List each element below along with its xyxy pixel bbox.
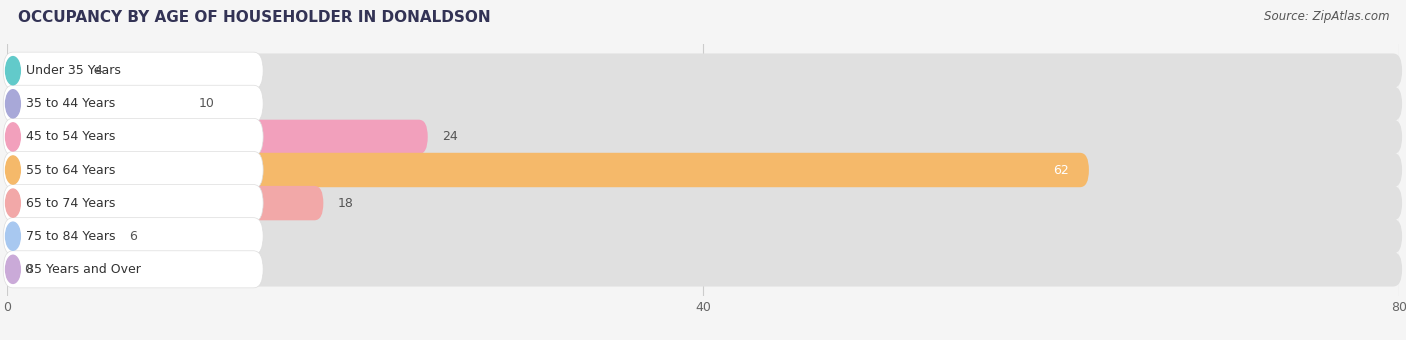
Circle shape xyxy=(6,123,20,151)
Circle shape xyxy=(6,222,20,250)
Text: 75 to 84 Years: 75 to 84 Years xyxy=(25,230,115,243)
FancyBboxPatch shape xyxy=(3,251,263,288)
FancyBboxPatch shape xyxy=(4,87,1402,121)
Text: 45 to 54 Years: 45 to 54 Years xyxy=(25,131,115,143)
FancyBboxPatch shape xyxy=(4,120,427,154)
Circle shape xyxy=(6,255,20,284)
Text: 35 to 44 Years: 35 to 44 Years xyxy=(25,97,115,110)
Text: 85 Years and Over: 85 Years and Over xyxy=(25,263,141,276)
Circle shape xyxy=(6,90,20,118)
Text: Source: ZipAtlas.com: Source: ZipAtlas.com xyxy=(1264,10,1389,23)
Text: 0: 0 xyxy=(24,263,32,276)
Text: 10: 10 xyxy=(198,97,214,110)
FancyBboxPatch shape xyxy=(4,186,323,220)
Text: OCCUPANCY BY AGE OF HOUSEHOLDER IN DONALDSON: OCCUPANCY BY AGE OF HOUSEHOLDER IN DONAL… xyxy=(18,10,491,25)
FancyBboxPatch shape xyxy=(4,153,1402,187)
FancyBboxPatch shape xyxy=(4,252,1402,287)
FancyBboxPatch shape xyxy=(3,151,263,189)
FancyBboxPatch shape xyxy=(4,219,1402,253)
FancyBboxPatch shape xyxy=(4,153,1088,187)
Text: 24: 24 xyxy=(441,131,458,143)
FancyBboxPatch shape xyxy=(4,120,1402,154)
FancyBboxPatch shape xyxy=(4,219,114,253)
Text: 4: 4 xyxy=(94,64,101,77)
FancyBboxPatch shape xyxy=(3,118,263,155)
FancyBboxPatch shape xyxy=(3,218,263,255)
FancyBboxPatch shape xyxy=(3,85,263,122)
FancyBboxPatch shape xyxy=(4,87,184,121)
FancyBboxPatch shape xyxy=(3,52,263,89)
Text: 65 to 74 Years: 65 to 74 Years xyxy=(25,197,115,209)
Text: 18: 18 xyxy=(337,197,353,209)
FancyBboxPatch shape xyxy=(4,53,80,88)
FancyBboxPatch shape xyxy=(4,53,1402,88)
FancyBboxPatch shape xyxy=(3,185,263,222)
Text: Under 35 Years: Under 35 Years xyxy=(25,64,121,77)
Text: 6: 6 xyxy=(129,230,136,243)
Circle shape xyxy=(6,156,20,184)
FancyBboxPatch shape xyxy=(4,186,1402,220)
Circle shape xyxy=(6,189,20,217)
Text: 55 to 64 Years: 55 to 64 Years xyxy=(25,164,115,176)
Text: 62: 62 xyxy=(1053,164,1069,176)
Circle shape xyxy=(6,56,20,85)
